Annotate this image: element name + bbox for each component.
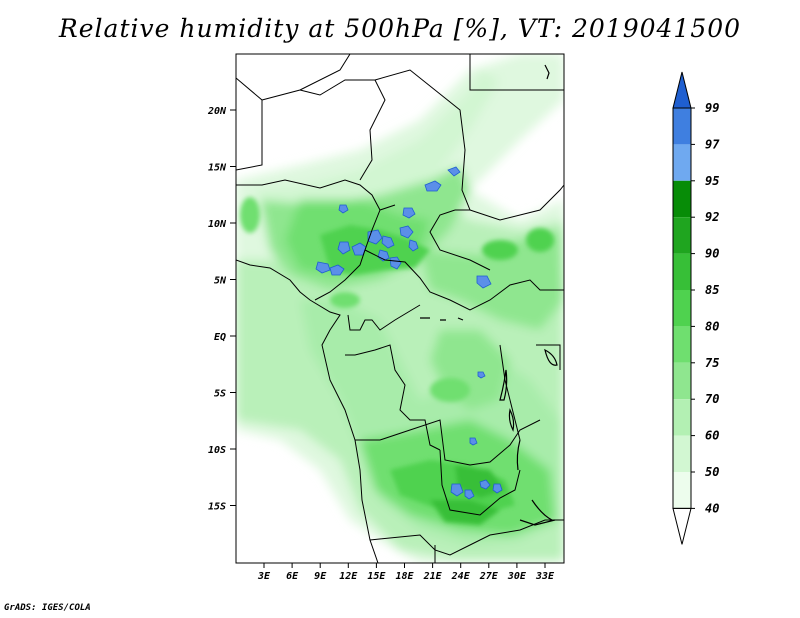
lon-label: 33E [535, 571, 555, 582]
lon-label: 24E [451, 571, 471, 582]
lon-label: 3E [257, 571, 271, 582]
software-credit: GrADS: IGES/COLA [4, 603, 91, 613]
lon-label: 18E [395, 571, 414, 582]
lon-label: 12E [339, 571, 358, 582]
colorbar-bottom-arrow [672, 507, 692, 545]
colorbar-label: 50 [705, 465, 719, 479]
lon-label: 27E [479, 571, 499, 582]
lat-label: EQ [214, 332, 226, 343]
colorbar-top-arrow [672, 71, 692, 109]
humidity-field [236, 54, 564, 563]
lat-label: 10S [208, 445, 226, 456]
lat-label: 20N [207, 106, 227, 117]
colorbar-swatch [673, 435, 691, 472]
lon-label: 6E [286, 571, 299, 582]
lat-label: 5N [214, 276, 227, 287]
colorbar-outline [672, 107, 692, 509]
lon-label: 21E [423, 571, 443, 582]
colorbar-label: 60 [705, 429, 719, 443]
colorbar-swatch [673, 108, 691, 145]
colorbar-label: 99 [705, 101, 719, 115]
longitude-axis: 3E 6E 9E 12E 15E 18E 21E 24E 27E 30E 33E [257, 563, 555, 582]
colorbar-label: 80 [705, 319, 719, 333]
colorbar-swatch [673, 326, 691, 363]
map-title: Relative humidity at 500hPa [%], VT: 201… [58, 14, 742, 43]
lat-label: 10N [208, 219, 227, 230]
colorbar-label: 90 [705, 247, 719, 261]
colorbar-label: 97 [705, 137, 720, 151]
colorbar-swatch [673, 180, 691, 218]
colorbar-label: 85 [705, 283, 719, 297]
lat-label: 15S [208, 502, 226, 513]
colorbar-swatch [673, 217, 691, 254]
lat-label: 5S [214, 389, 226, 400]
lon-label: 9E [314, 571, 327, 582]
colorbar-swatch [673, 144, 691, 181]
latitude-axis: 20N 15N 10N 5N EQ 5S 10S 15S [207, 106, 236, 513]
colorbar-label: 70 [705, 392, 719, 406]
colorbar-label: 95 [705, 174, 719, 188]
colorbar-label: 75 [705, 356, 719, 370]
map-frame [235, 53, 565, 564]
colorbar-swatch [673, 290, 691, 327]
colorbar-swatch [673, 253, 691, 290]
colorbar-label: 40 [705, 501, 719, 515]
colorbar-swatch [673, 472, 691, 509]
colorbar: 99 97 95 92 90 85 80 75 70 60 50 40 [672, 71, 720, 545]
colorbar-swatch [673, 399, 691, 436]
colorbar-swatch [673, 362, 691, 400]
lat-label: 15N [208, 163, 227, 174]
lon-label: 30E [507, 571, 527, 582]
colorbar-label: 92 [705, 210, 719, 224]
lon-label: 15E [367, 571, 386, 582]
